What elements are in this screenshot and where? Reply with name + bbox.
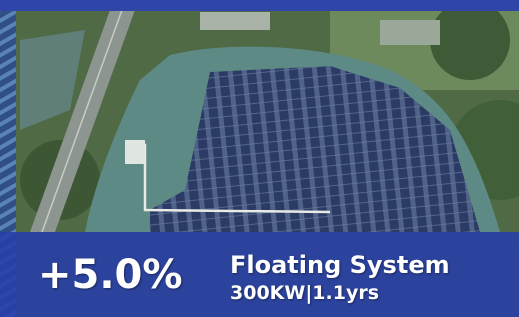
- system-title: Floating System: [230, 251, 450, 279]
- change-value: +5.0%: [38, 252, 182, 298]
- system-details: 300KW|1.1yrs: [230, 282, 379, 304]
- card: +5.0% Floating System 300KW|1.1yrs: [0, 0, 519, 317]
